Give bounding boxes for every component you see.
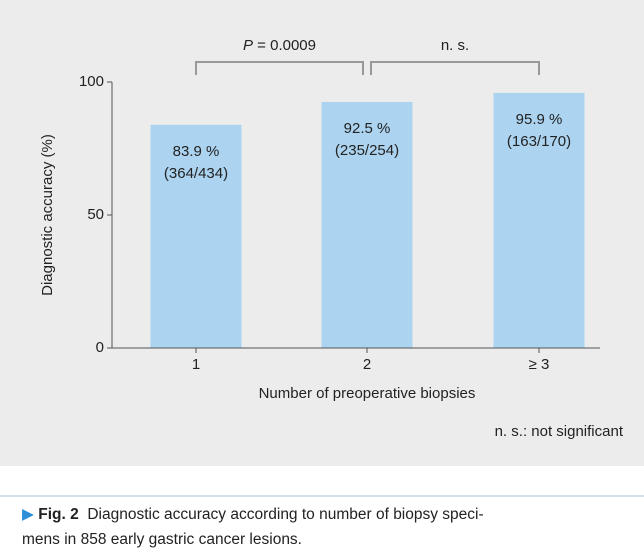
- bar: [321, 101, 413, 348]
- p-symbol: P: [243, 37, 253, 54]
- significance-bracket: [195, 61, 364, 75]
- significance-label: P = 0.0009: [243, 37, 316, 54]
- significance-text: = 0.0009: [253, 37, 316, 54]
- x-tick-label: 1: [192, 356, 200, 373]
- footnote: n. s.: not significant: [495, 423, 624, 440]
- chart: Diagnostic accuracy (%) Number of preope…: [0, 0, 644, 497]
- caption-label: Fig. 2: [38, 506, 79, 523]
- x-tick-label: ≥ 3: [529, 356, 550, 373]
- x-axis-label: Number of preoperative biopsies: [259, 385, 476, 402]
- bar: [150, 124, 242, 349]
- significance-text: n. s.: [441, 37, 469, 54]
- x-tick-label: 2: [363, 356, 371, 373]
- y-axis-label: Diagnostic accuracy (%): [39, 134, 56, 296]
- y-tick-label: 50: [87, 206, 104, 223]
- caption-marker: ▶: [22, 506, 34, 523]
- caption-line: mens in 858 early gastric cancer lesions…: [22, 531, 302, 548]
- caption: ▶ Fig. 2 Diagnostic accuracy according t…: [22, 502, 632, 552]
- significance-label: n. s.: [441, 37, 469, 54]
- value-label: 83.9 %: [173, 143, 220, 160]
- significance-bracket: [370, 61, 540, 75]
- y-tick-label: 0: [96, 339, 104, 356]
- count-label: (163/170): [507, 133, 571, 150]
- count-label: (235/254): [335, 142, 399, 159]
- bar: [493, 92, 585, 348]
- value-label: 92.5 %: [344, 120, 391, 137]
- caption-line: Diagnostic accuracy according to number …: [87, 506, 484, 523]
- y-tick-label: 100: [79, 73, 104, 90]
- count-label: (364/434): [164, 165, 228, 182]
- value-label: 95.9 %: [516, 111, 563, 128]
